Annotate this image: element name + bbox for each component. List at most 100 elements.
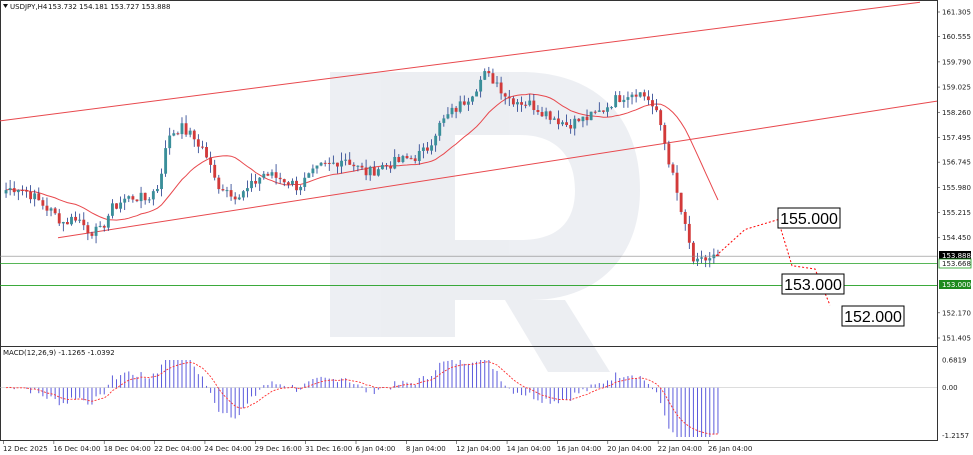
- y-tick-label: 159.025: [942, 84, 971, 92]
- macd-label: MACD(12,26,9) -1.1265 -1.0392: [3, 349, 115, 357]
- candle: [479, 76, 483, 98]
- candle-body: [237, 197, 241, 200]
- candle-body: [426, 147, 429, 151]
- candle: [483, 68, 487, 81]
- candle-body: [565, 122, 569, 126]
- candle: [12, 181, 16, 196]
- candle: [74, 211, 78, 223]
- candle-body: [127, 196, 131, 199]
- candle: [127, 195, 131, 203]
- candle-body: [196, 139, 200, 147]
- candle-body: [352, 164, 356, 167]
- candle-body: [556, 118, 560, 125]
- candle-body: [119, 202, 123, 209]
- candle: [237, 194, 241, 201]
- candle-body: [601, 110, 605, 112]
- candle: [430, 139, 433, 155]
- candle: [409, 155, 413, 160]
- candle-body: [331, 162, 335, 164]
- candle: [651, 93, 654, 115]
- candle-body: [511, 98, 515, 105]
- candle: [556, 110, 560, 130]
- candle: [442, 114, 446, 127]
- candle-body: [45, 205, 49, 211]
- candle-body: [671, 164, 675, 173]
- candle-body: [597, 110, 601, 112]
- candle: [344, 153, 348, 166]
- candle-body: [700, 257, 704, 259]
- candle-body: [65, 222, 69, 225]
- candle: [25, 186, 28, 198]
- ohlc-label: 153.732 154.181 153.727 153.888: [48, 3, 170, 11]
- candle-body: [401, 156, 405, 162]
- candle: [143, 192, 147, 205]
- candle-body: [536, 110, 540, 113]
- candle-body: [409, 158, 413, 160]
- candle-body: [106, 215, 110, 228]
- candle: [241, 190, 245, 201]
- candle-body: [573, 118, 577, 129]
- candle: [295, 176, 298, 195]
- candle-body: [503, 93, 507, 97]
- candle: [266, 171, 270, 177]
- candle: [614, 91, 618, 108]
- candle-body: [151, 191, 155, 200]
- candle: [552, 116, 556, 120]
- candle: [110, 199, 114, 219]
- candle: [352, 162, 356, 172]
- candle-body: [12, 188, 16, 193]
- candle: [381, 162, 384, 170]
- candle-body: [614, 95, 618, 108]
- candle-body: [25, 189, 28, 192]
- candle-body: [589, 111, 593, 121]
- candle: [687, 215, 691, 249]
- x-tick-label: 29 Dec 16:00: [255, 445, 302, 453]
- candle-body: [82, 219, 86, 226]
- candle: [274, 164, 278, 185]
- candle-body: [487, 71, 491, 74]
- candle: [360, 162, 364, 170]
- candle: [53, 206, 57, 215]
- candle-body: [123, 198, 127, 203]
- candle: [155, 184, 159, 194]
- candle: [454, 106, 458, 119]
- candle: [524, 101, 528, 109]
- candle: [37, 187, 41, 201]
- candle-body: [258, 177, 262, 184]
- x-tick-label: 14 Jan 04:00: [507, 445, 551, 453]
- candle: [201, 140, 204, 150]
- candle: [168, 127, 172, 155]
- candle: [520, 96, 523, 112]
- candle-body: [548, 111, 552, 120]
- candle-body: [421, 147, 425, 151]
- collapse-triangle-icon[interactable]: [3, 4, 8, 8]
- x-tick-label: 24 Dec 04:00: [204, 445, 251, 453]
- broker-watermark: [330, 72, 640, 372]
- candle: [291, 178, 294, 187]
- candle: [487, 66, 491, 77]
- candle: [221, 184, 225, 192]
- candle: [119, 196, 123, 213]
- candle-body: [37, 193, 41, 201]
- candle-body: [344, 159, 348, 161]
- candle-body: [499, 82, 503, 94]
- candle: [491, 68, 495, 84]
- candle: [336, 162, 339, 174]
- y-tick-label: 154.450: [942, 234, 971, 242]
- candle: [139, 186, 143, 209]
- candle: [368, 165, 372, 181]
- candle-body: [618, 95, 622, 103]
- candle-body: [299, 186, 303, 191]
- candle: [86, 221, 90, 241]
- candle-body: [274, 172, 278, 178]
- candle-body: [626, 97, 630, 100]
- candle: [671, 162, 675, 176]
- candle: [299, 185, 303, 196]
- candle: [397, 154, 401, 163]
- candle: [250, 173, 253, 192]
- candle: [262, 171, 266, 180]
- candle: [94, 223, 98, 244]
- candle-body: [115, 203, 118, 209]
- candle-body: [606, 107, 609, 112]
